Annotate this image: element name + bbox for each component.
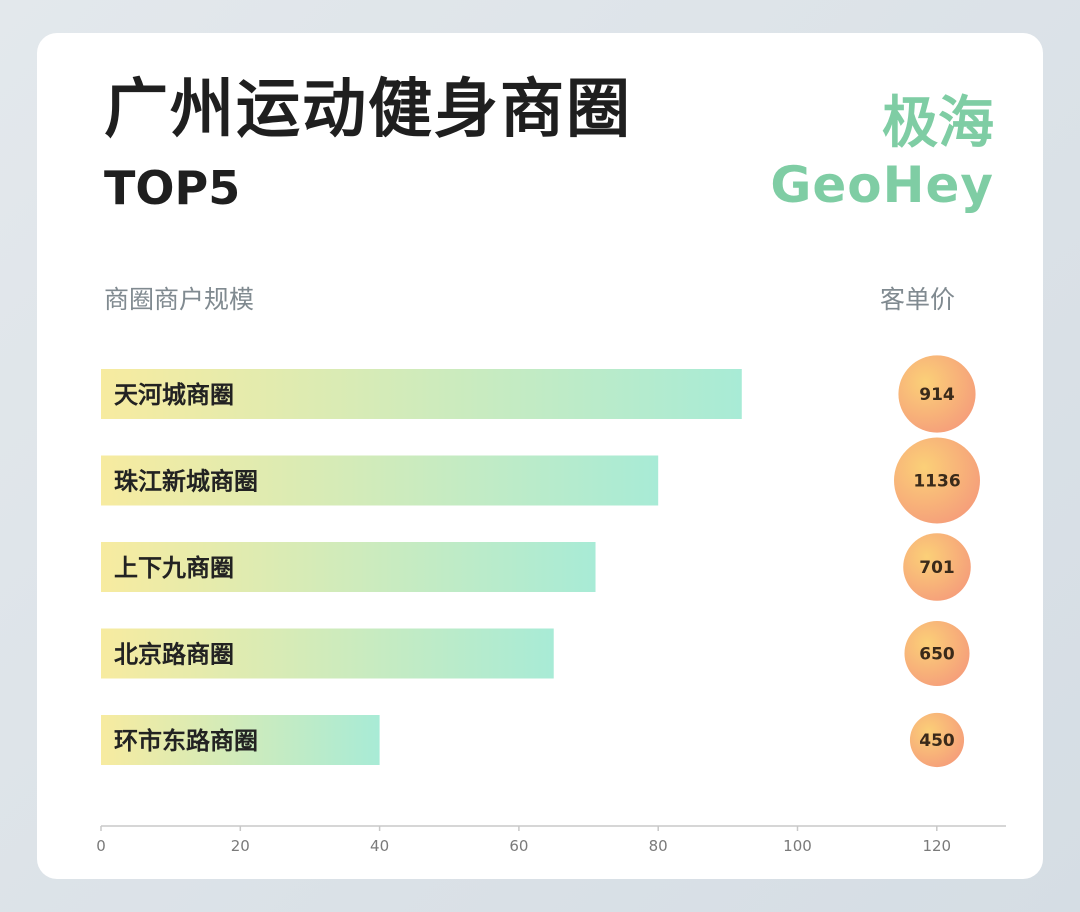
bar	[101, 369, 742, 419]
price-bubble-label: 1136	[913, 472, 960, 492]
bar	[101, 542, 596, 592]
bar	[101, 455, 659, 506]
bubbles-group: 914 1136 701 650 450	[894, 355, 980, 768]
price-bubble	[904, 620, 970, 687]
page-title: 广州运动健身商圈	[104, 73, 632, 147]
price-bubble	[894, 437, 980, 524]
bar-category-label: 上下九商圈	[114, 554, 234, 582]
right-column-header: 客单价	[880, 285, 956, 314]
x-tick-label: 0	[96, 837, 106, 855]
price-bubble-label: 650	[919, 645, 955, 665]
price-bubble	[903, 533, 971, 601]
x-tick-label: 20	[231, 837, 250, 855]
left-column-header: 商圈商户规模	[104, 285, 255, 314]
price-bubble-label: 701	[919, 558, 955, 578]
bar-category-label: 珠江新城商圈	[114, 468, 258, 496]
x-tick-label: 100	[783, 837, 812, 855]
price-bubble-label: 450	[919, 731, 955, 751]
bar-category-label: 天河城商圈	[114, 381, 234, 409]
price-bubble	[898, 355, 976, 433]
price-bubble	[909, 712, 965, 768]
x-axis: 0 20 40 60 80 100 120	[96, 825, 1006, 855]
logo-text-en: GeoHey	[770, 156, 994, 214]
page-subtitle: TOP5	[104, 161, 241, 215]
bar-category-label: 北京路商圈	[114, 641, 234, 669]
x-tick-label: 40	[370, 837, 389, 855]
x-tick-label: 60	[509, 837, 528, 855]
bar	[101, 628, 554, 679]
x-tick-label: 120	[922, 837, 951, 855]
logo-text-cn: 极海	[882, 91, 994, 156]
price-bubble-label: 914	[919, 385, 955, 405]
bar	[101, 715, 380, 765]
bar-category-label: 环市东路商圈	[114, 727, 258, 755]
x-tick-label: 80	[649, 837, 668, 855]
